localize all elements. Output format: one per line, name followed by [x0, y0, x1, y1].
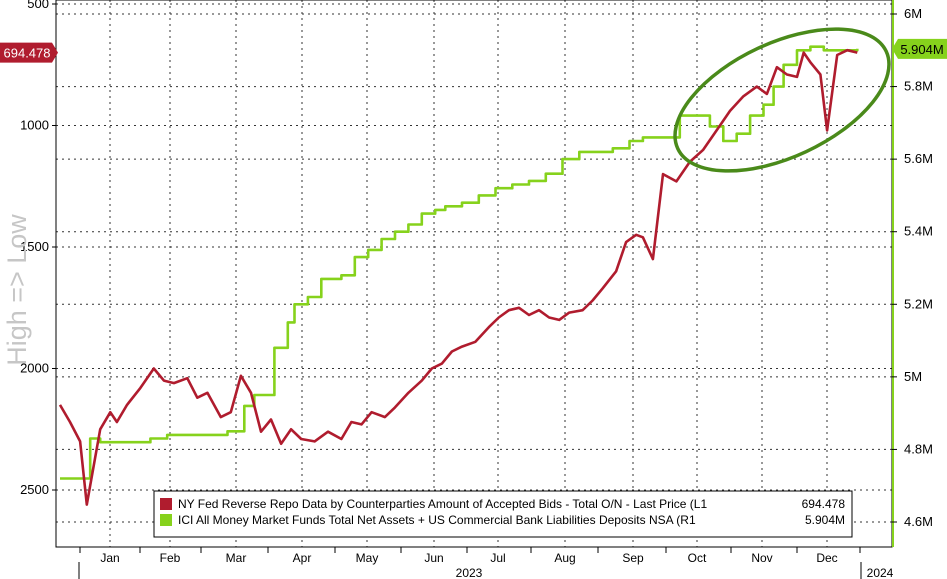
gridlines [56, 0, 892, 547]
right-tick-label: 4.8M [904, 441, 933, 456]
legend: NY Fed Reverse Repo Data by Counterparti… [153, 490, 853, 538]
legend-series-name: ICI All Money Market Funds Total Net Ass… [178, 513, 696, 527]
legend-series-value: 694.478 [802, 497, 846, 511]
last-value-tag-left [0, 42, 58, 63]
month-label: Sep [622, 551, 644, 565]
right-tick-label: 4.6M [904, 514, 933, 529]
left-tick-label: 1000 [20, 118, 49, 133]
right-tick-label: 5.6M [904, 151, 933, 166]
month-label: Jul [490, 551, 505, 565]
left-axis-label: High => Low [2, 214, 32, 366]
legend-series-name: NY Fed Reverse Repo Data by Counterparti… [178, 497, 707, 511]
legend-swatch [160, 514, 172, 526]
month-label: Feb [160, 551, 181, 565]
right-tick-label: 5.8M [904, 79, 933, 94]
right-tick-label: 5.4M [904, 224, 933, 239]
series-lines [58, 45, 859, 506]
last-value-label-right: 5.904M [900, 42, 943, 57]
right-tick-label: 5.2M [904, 296, 933, 311]
month-label: Aug [554, 551, 575, 565]
year-label: 2023 [456, 566, 483, 579]
legend-box [153, 490, 853, 538]
left-tick-label: 500 [27, 0, 49, 11]
month-label: May [356, 551, 379, 565]
right-tick-label: 5M [904, 369, 922, 384]
left-tick-label: 2500 [20, 482, 49, 497]
axes: 500 1000 1500 2000 2500 4.6M 4.8M 5M 5.2M 5.4M 5.6… [20, 0, 933, 579]
month-label: Jan [100, 551, 119, 565]
series-line-money-market-deposits [60, 45, 859, 480]
left-tick-label: 1500 [20, 239, 49, 254]
right-tick-label: 6M [904, 6, 922, 21]
legend-swatch [160, 498, 172, 510]
month-label: Mar [226, 551, 247, 565]
month-label: Dec [816, 551, 837, 565]
left-tick-label: 2000 [20, 361, 49, 376]
last-value-tag-right [892, 38, 947, 59]
month-label: Nov [751, 551, 772, 565]
month-label: Apr [293, 551, 312, 565]
series-line-reverse-repo [58, 48, 858, 506]
month-label: Oct [688, 551, 707, 565]
last-value-labels: 694.478 5.904M [0, 38, 947, 63]
last-value-label-left: 694.478 [4, 46, 51, 61]
plot-frame [55, 0, 893, 548]
highlight-ellipse [673, 27, 891, 173]
year-label: 2024 [867, 566, 894, 579]
legend-series-value: 5.904M [805, 513, 845, 527]
month-label: Jun [424, 551, 443, 565]
